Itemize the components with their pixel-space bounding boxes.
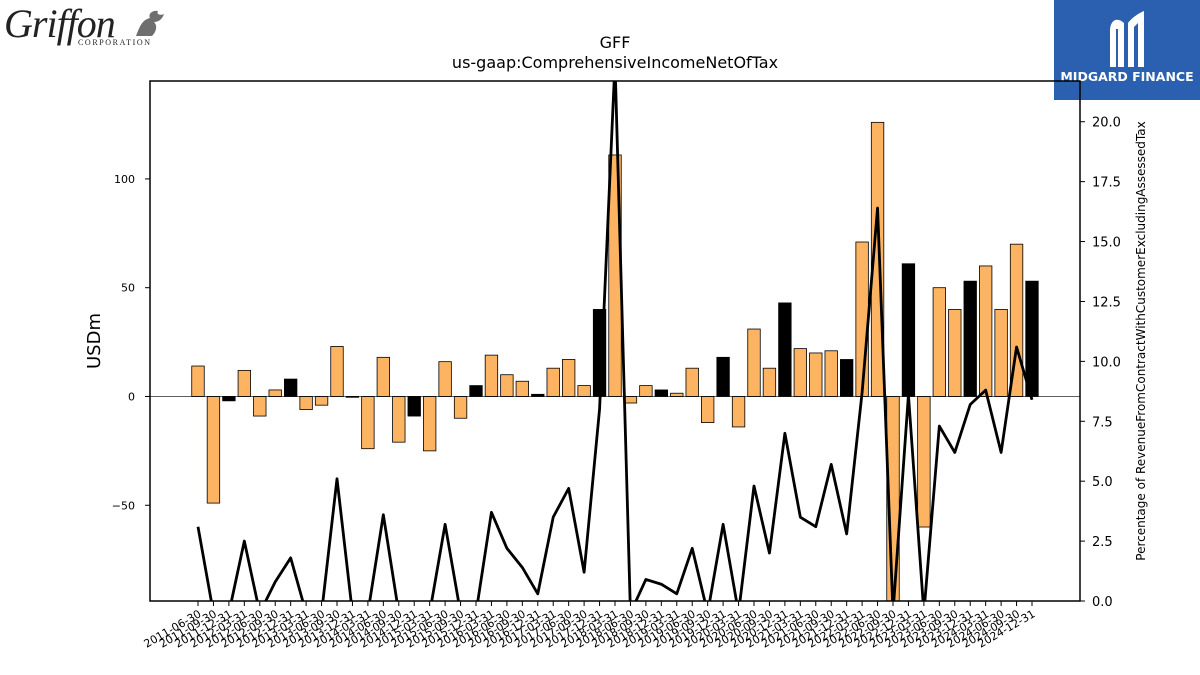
bar-2016-09-30 [515, 380, 529, 397]
bar-2021-12-31 [840, 359, 854, 397]
bar-2015-09-30 [453, 396, 468, 419]
bar-2012-03-31 [237, 369, 251, 397]
y-tick-label: −50 [112, 499, 135, 512]
bar-2024-03-31 [979, 265, 993, 397]
bar-2017-09-30 [577, 385, 591, 397]
bar-2015-06-30 [438, 361, 452, 397]
bar-2014-09-30 [392, 396, 406, 443]
bar-2016-12-31 [531, 393, 545, 397]
y2-tick-label: 15.0 [1092, 236, 1121, 251]
y2-tick-label: 2.5 [1092, 535, 1113, 550]
midgard-logo-name: MIDGARD FINANCE [1060, 69, 1194, 84]
y2-tick-label: 20.0 [1092, 116, 1121, 131]
y2-tick-label: 10.0 [1092, 355, 1121, 370]
bar-2019-06-30 [685, 367, 699, 397]
bar-2023-03-31 [917, 396, 931, 528]
y2-tick-label: 17.5 [1092, 176, 1121, 191]
bar-2017-06-30 [562, 359, 576, 397]
bar-2021-09-30 [824, 350, 838, 397]
griffon-logo-wordmark: Griffon [4, 1, 116, 46]
bar-2024-06-30 [994, 309, 1008, 397]
bar-2013-06-30 [314, 396, 329, 406]
midgard-finance-logo: MIDGARD FINANCE [1054, 0, 1200, 100]
bar-2022-12-31 [901, 263, 916, 397]
chart-title: GFF [600, 33, 631, 52]
bar-2012-06-30 [253, 396, 267, 417]
y2-axis-label: Percentage of RevenueFromContractWithCus… [1134, 121, 1148, 560]
bar-2021-06-30 [809, 352, 823, 397]
bar-2016-06-30 [500, 374, 514, 397]
bar-2012-09-30 [268, 389, 282, 397]
bar-2020-09-30 [762, 367, 777, 397]
bar-2022-03-31 [855, 241, 869, 397]
bar-2018-12-31 [654, 389, 668, 397]
bar-2011-12-31 [222, 396, 236, 402]
bar-2023-06-30 [932, 287, 946, 397]
revenue-percentage-line [196, 81, 1034, 601]
bar-2019-03-31 [670, 392, 684, 397]
bar-2014-12-31 [407, 396, 421, 417]
y2-tick-label: 12.5 [1092, 295, 1121, 310]
y-tick-label: 50 [121, 282, 135, 295]
bar-2020-03-31 [731, 396, 746, 428]
bar-2019-12-31 [716, 356, 730, 397]
griffon-logo: Griffon CORPORATION [4, 2, 169, 48]
midgard-logo-mark-icon [1110, 11, 1144, 68]
bar-2012-12-31 [284, 378, 298, 397]
bar-2018-09-30 [639, 385, 653, 397]
y2-tick-label: 5.0 [1092, 475, 1113, 490]
bar-2016-03-31 [484, 354, 499, 397]
bar-2020-12-31 [778, 302, 792, 397]
bar-2011-06-30 [191, 365, 205, 397]
bar-2014-06-30 [376, 356, 390, 397]
bar-2024-12-31 [1025, 280, 1039, 397]
bar-2014-03-31 [361, 396, 375, 450]
bar-2023-12-31 [963, 280, 977, 397]
bar-2019-09-30 [701, 396, 715, 423]
y-tick-label: 0 [128, 390, 135, 403]
bar-2011-09-30 [206, 396, 221, 504]
bar-2023-09-30 [948, 309, 962, 397]
bar-2015-12-31 [469, 385, 483, 397]
y-axis-label: USDm [84, 313, 105, 369]
bar-2020-06-30 [747, 328, 761, 397]
bar-2013-09-30 [330, 346, 344, 397]
y2-tick-label: 7.5 [1092, 415, 1113, 430]
bar-2017-03-31 [546, 367, 560, 397]
bar-2015-03-31 [423, 396, 437, 452]
chart-subtitle: us-gaap:ComprehensiveIncomeNetOfTax [452, 53, 778, 72]
y2-tick-label: 0.0 [1092, 595, 1113, 610]
y-tick-label: 100 [114, 173, 135, 186]
griffin-emblem-icon [136, 10, 164, 37]
bar-2018-06-30 [623, 396, 638, 404]
griffon-logo-subtitle: CORPORATION [78, 38, 152, 47]
bar-2021-03-31 [793, 348, 807, 397]
bar-2013-03-31 [299, 396, 313, 410]
